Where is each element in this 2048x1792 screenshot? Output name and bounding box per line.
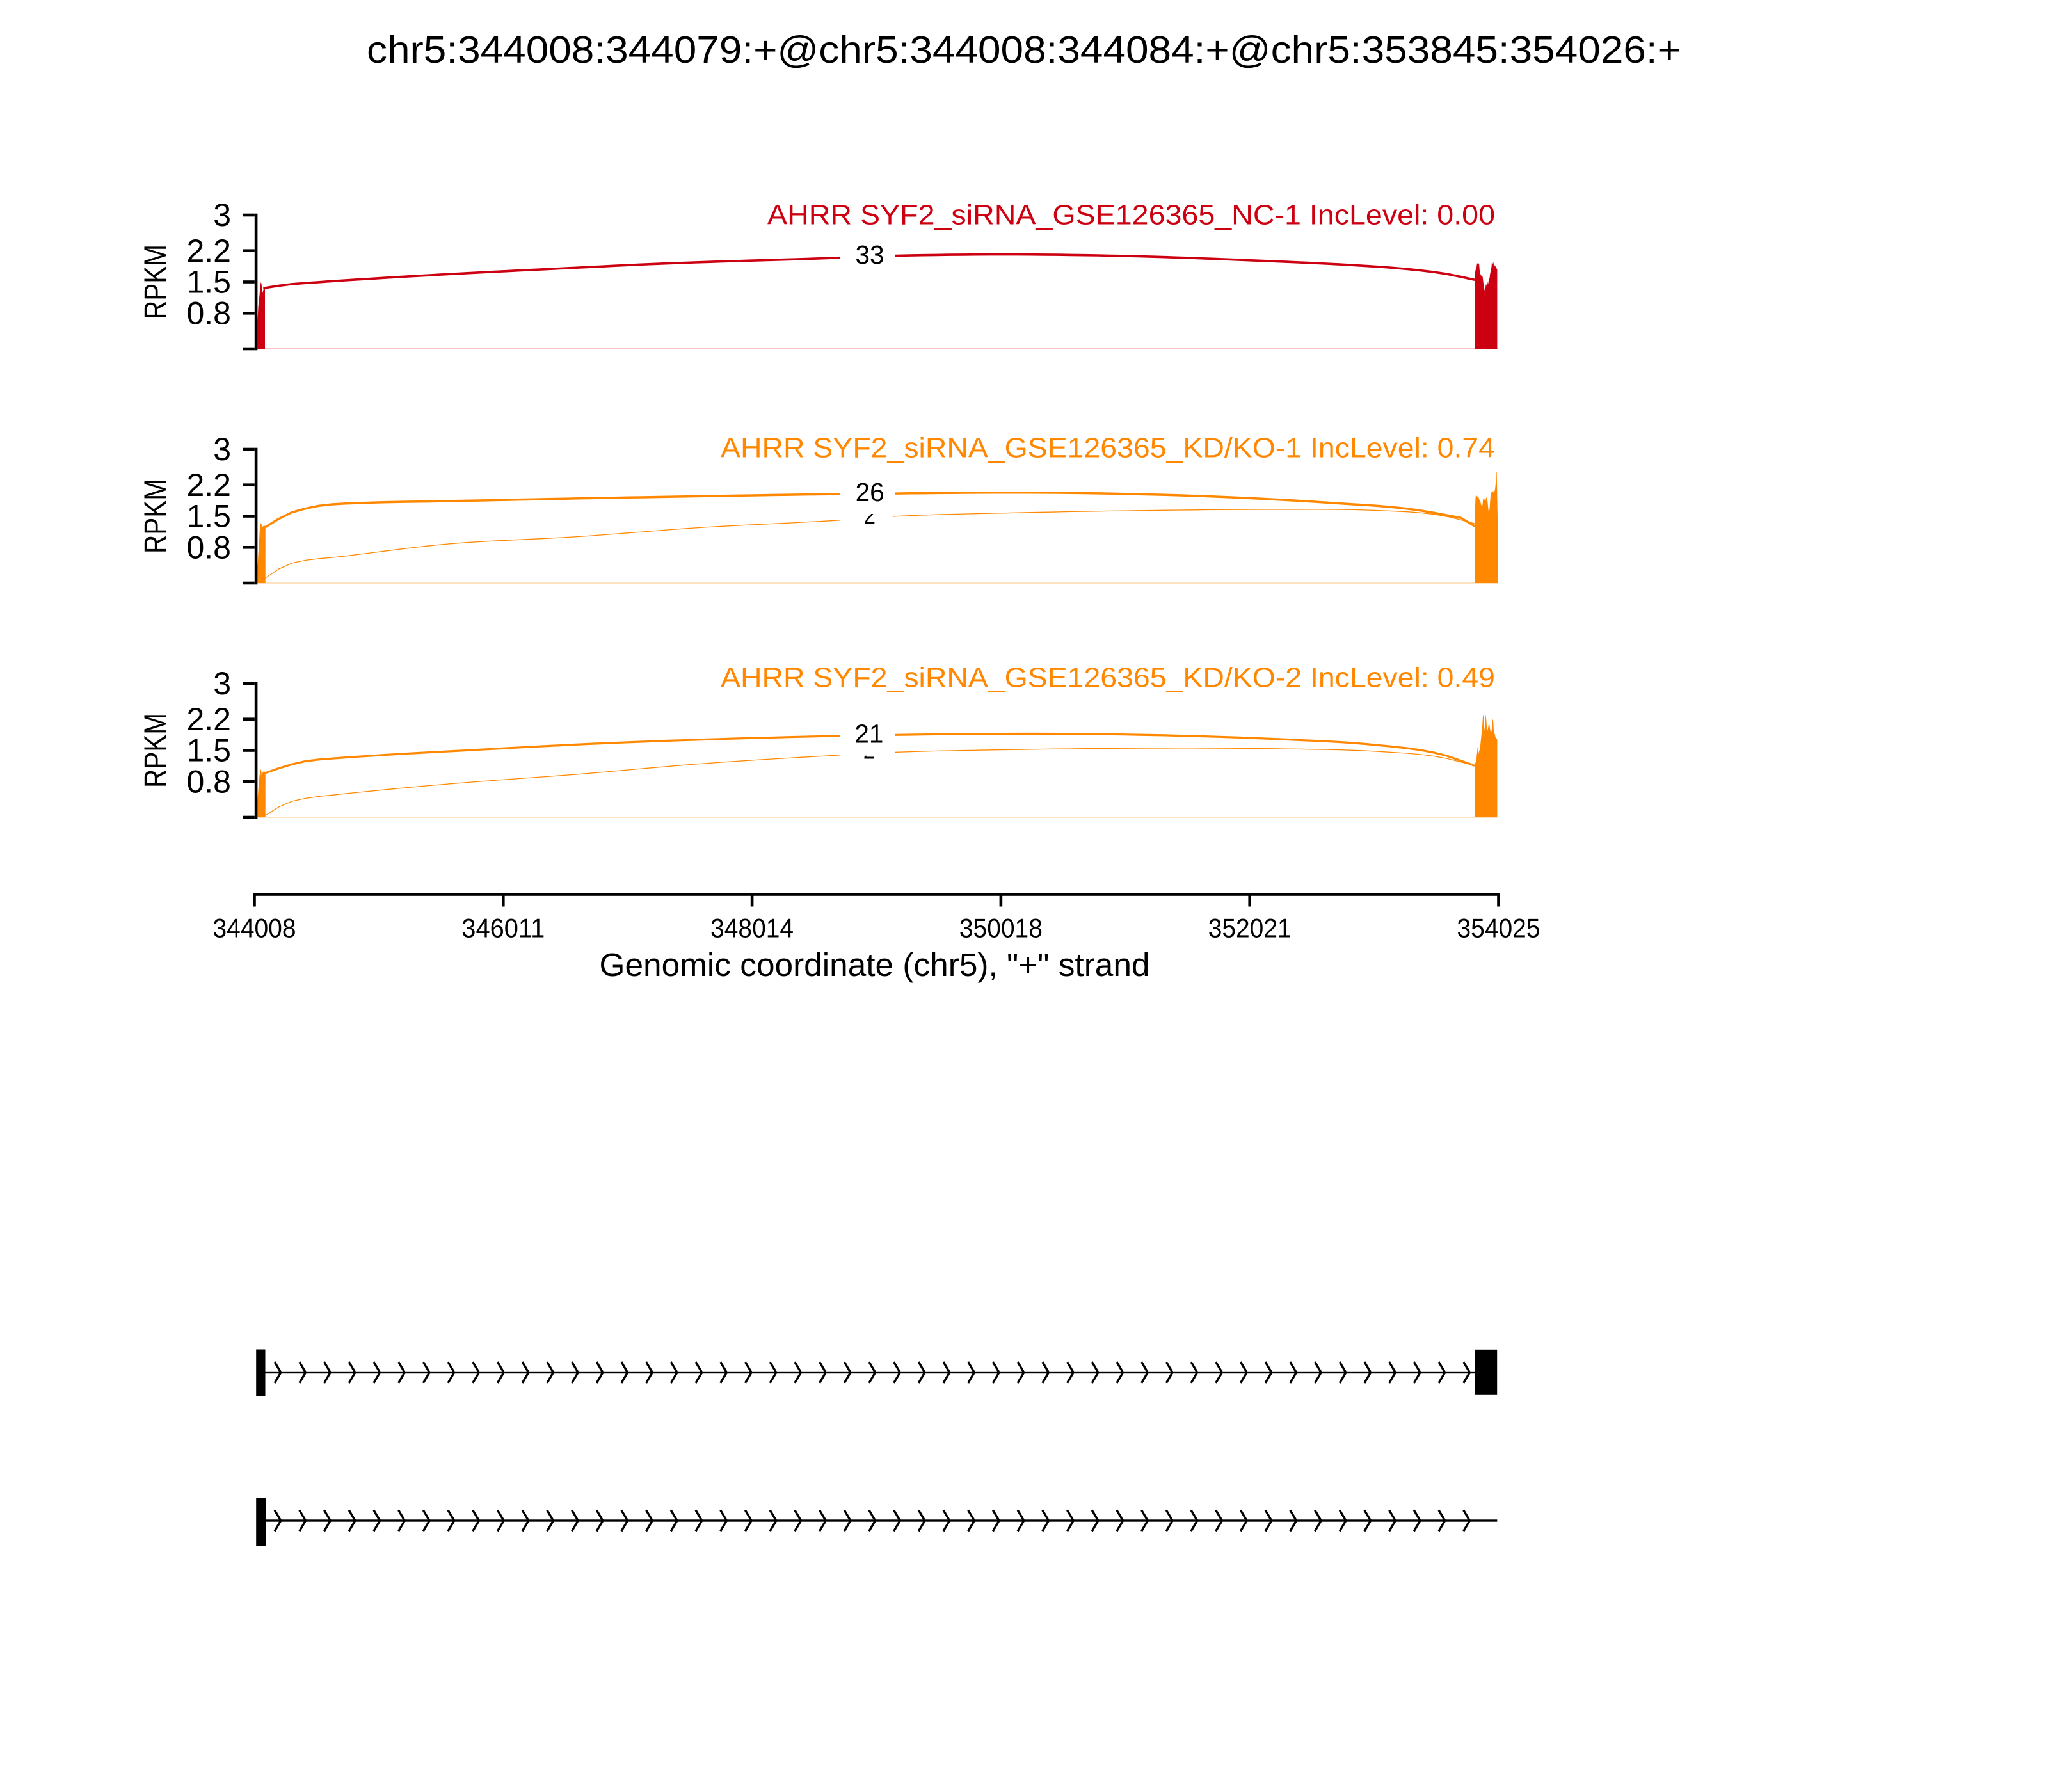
svg-text:350018: 350018	[959, 913, 1043, 943]
svg-text:3: 3	[213, 666, 231, 701]
svg-text:1.5: 1.5	[186, 264, 231, 300]
svg-text:3: 3	[213, 431, 231, 467]
svg-text:2.2: 2.2	[186, 467, 231, 503]
svg-text:RPKM: RPKM	[139, 479, 173, 554]
svg-text:RPKM: RPKM	[139, 713, 173, 788]
svg-text:0.8: 0.8	[186, 296, 231, 332]
svg-text:0.8: 0.8	[186, 764, 231, 800]
svg-text:26: 26	[856, 477, 884, 507]
svg-text:2.2: 2.2	[186, 701, 231, 737]
svg-text:chr5:344008:344079:+@chr5:3440: chr5:344008:344079:+@chr5:344008:344084:…	[367, 28, 1681, 71]
svg-text:AHRR SYF2_siRNA_GSE126365_KD/K: AHRR SYF2_siRNA_GSE126365_KD/KO-2 IncLev…	[721, 663, 1495, 694]
svg-text:344008: 344008	[213, 913, 296, 943]
svg-text:0.8: 0.8	[186, 530, 231, 566]
svg-text:346011: 346011	[461, 913, 545, 943]
svg-text:21: 21	[854, 719, 883, 748]
svg-text:33: 33	[855, 240, 884, 269]
svg-text:Genomic coordinate (chr5), "+": Genomic coordinate (chr5), "+" strand	[600, 947, 1150, 983]
svg-text:AHRR SYF2_siRNA_GSE126365_KD/K: AHRR SYF2_siRNA_GSE126365_KD/KO-1 IncLev…	[721, 433, 1495, 464]
svg-text:352021: 352021	[1208, 913, 1292, 943]
svg-text:1.5: 1.5	[186, 733, 231, 769]
svg-text:3: 3	[213, 197, 231, 233]
svg-text:1.5: 1.5	[186, 499, 231, 534]
svg-text:AHRR SYF2_siRNA_GSE126365_NC-1: AHRR SYF2_siRNA_GSE126365_NC-1 IncLevel:…	[767, 200, 1495, 231]
svg-text:354025: 354025	[1457, 913, 1540, 943]
svg-text:2.2: 2.2	[186, 233, 231, 269]
svg-text:348014: 348014	[710, 913, 794, 943]
svg-text:RPKM: RPKM	[139, 244, 173, 319]
